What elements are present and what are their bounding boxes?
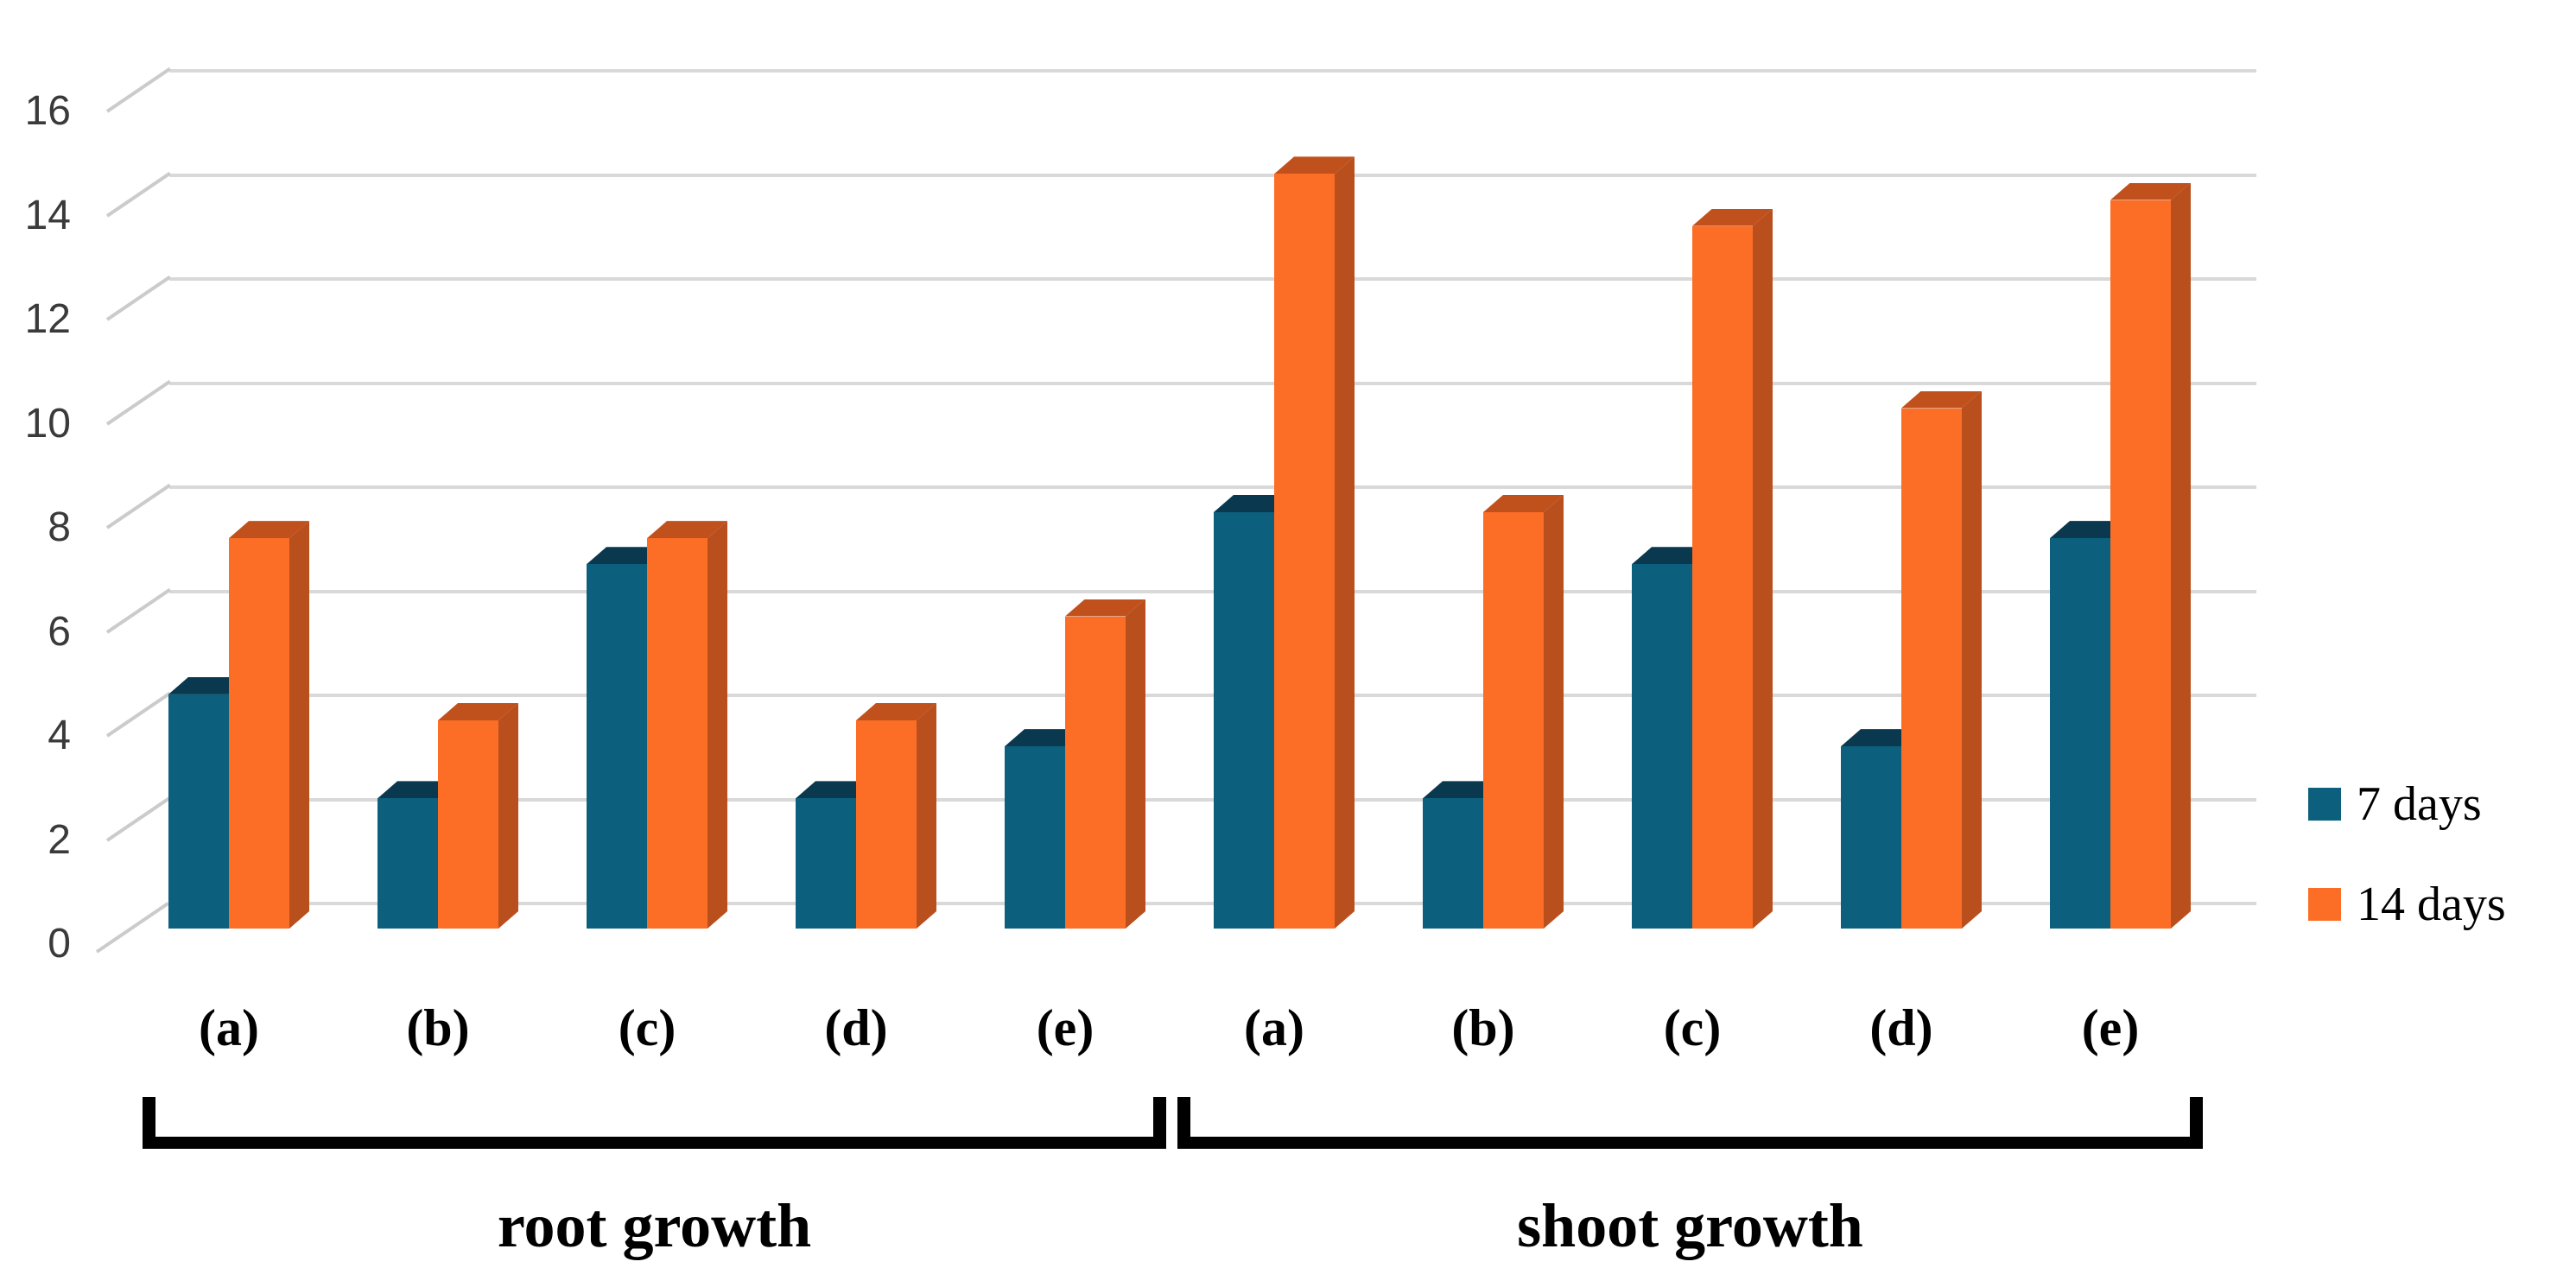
bar-root-d-7days-top-face: [796, 781, 876, 799]
bar-root-d-14days-front-face: [856, 720, 917, 929]
bar-shoot-c-14days-front-face: [1692, 225, 1753, 929]
gridline-y-2: [169, 797, 2256, 802]
gridline-side-segment-y-6: [105, 587, 171, 634]
bar-shoot-c-7days-top-face: [1632, 547, 1712, 565]
gridline-side-segment-y-16: [105, 67, 171, 113]
bar-root-c-14days-top-face: [647, 521, 727, 539]
gridline-y-4: [169, 694, 2256, 697]
gridline-y-0: [169, 902, 2256, 905]
bar-shoot-d-14days-side-face: [1962, 390, 1982, 929]
bar-shoot-e-14days-side-face: [2171, 182, 2191, 929]
category-label-root-e: (e): [1036, 999, 1094, 1056]
bar-shoot-c-14days-top-face: [1692, 208, 1773, 226]
legend-label-7-days: 7 days: [2357, 777, 2482, 831]
gridline-side-segment-y-8: [105, 483, 171, 529]
bar-root-a-14days-side-face: [289, 521, 309, 929]
bar-root-d-14days-top-face: [856, 703, 936, 720]
bar-shoot-c-7days-front-face: [1632, 564, 1692, 929]
bar-root-a-14days-top-face: [229, 521, 309, 539]
bar-shoot-a-14days-front-face: [1274, 174, 1335, 929]
y-axis-label-6: 6: [48, 608, 71, 655]
y-axis-label-8: 8: [48, 504, 71, 550]
y-axis-label-14: 14: [24, 192, 71, 238]
gridline-side-segment-y-2: [105, 796, 171, 842]
root-growth-bracket: [143, 1097, 1166, 1149]
bar-shoot-b-14days-top-face: [1483, 495, 1564, 512]
bar-root-b-7days-top-face: [378, 781, 458, 799]
category-label-shoot-d: (d): [1869, 999, 1933, 1056]
category-label-shoot-c: (c): [1663, 999, 1722, 1056]
legend: 7 days 14 days: [2300, 777, 2576, 978]
bar-root-c-7days-front-face: [587, 564, 647, 929]
bar-shoot-c-14days-side-face: [1753, 208, 1773, 929]
legend-swatch-14-days-icon: [2308, 888, 2341, 921]
bar-shoot-e-7days-front-face: [2050, 538, 2110, 929]
bar-root-c-14days-front-face: [647, 538, 707, 929]
gridline-side-segment-y-4: [105, 691, 171, 738]
bar-shoot-e-14days-front-face: [2110, 200, 2171, 929]
legend-item-14-days: 14 days: [2300, 878, 2576, 931]
bar-shoot-b-7days-front-face: [1423, 798, 1483, 929]
bar-root-e-14days-side-face: [1126, 599, 1145, 929]
bar-shoot-a-14days-side-face: [1335, 156, 1355, 929]
shoot-growth-bracket: [1177, 1097, 2203, 1149]
bar-shoot-a-7days-top-face: [1214, 495, 1294, 512]
bar-root-c-7days-top-face: [587, 547, 667, 565]
bar-shoot-d-14days-top-face: [1901, 390, 1982, 409]
gridline-y-16: [169, 69, 2256, 73]
bar-root-e-7days-front-face: [1005, 746, 1065, 929]
y-axis-label-0: 0: [48, 921, 71, 967]
bar-shoot-d-7days-top-face: [1841, 729, 1921, 747]
bar-root-b-14days-front-face: [438, 720, 498, 929]
bar-root-e-7days-top-face: [1005, 729, 1085, 747]
bar-shoot-d-14days-front-face: [1901, 408, 1962, 929]
bar-root-a-7days-top-face: [168, 676, 249, 694]
gridline-y-12: [169, 277, 2256, 281]
bar-root-e-14days-front-face: [1065, 616, 1126, 929]
category-label-root-a: (a): [199, 999, 259, 1056]
gridline-side-segment-y-0: [95, 902, 169, 954]
bar-shoot-d-7days-front-face: [1841, 746, 1901, 929]
bar-root-e-14days-top-face: [1065, 599, 1145, 617]
category-label-root-b: (b): [406, 999, 470, 1056]
legend-label-14-days: 14 days: [2357, 878, 2506, 931]
bar-root-b-14days-top-face: [438, 703, 518, 720]
category-label-root-c: (c): [618, 999, 676, 1056]
bar-shoot-b-14days-front-face: [1483, 512, 1544, 929]
bar-root-b-7days-front-face: [378, 798, 438, 929]
bar-root-d-7days-front-face: [796, 798, 856, 929]
gridline-side-segment-y-14: [105, 171, 171, 218]
bar-shoot-e-7days-top-face: [2050, 521, 2130, 539]
category-label-shoot-b: (b): [1451, 999, 1515, 1056]
gridline-side-segment-y-10: [105, 379, 171, 426]
gridline-side-segment-y-12: [105, 275, 171, 321]
y-axis-label-12: 12: [24, 296, 71, 342]
bar-shoot-a-7days-front-face: [1214, 512, 1274, 929]
gridline-y-14: [169, 173, 2256, 177]
legend-swatch-7-days-icon: [2308, 788, 2341, 821]
y-axis-label-10: 10: [24, 400, 71, 447]
bar-root-a-14days-front-face: [229, 538, 289, 929]
y-axis-label-2: 2: [48, 816, 71, 863]
bar-root-d-14days-side-face: [917, 703, 936, 929]
category-label-shoot-e: (e): [2081, 999, 2140, 1056]
bar-shoot-b-14days-side-face: [1544, 495, 1564, 929]
y-axis-label-16: 16: [24, 88, 71, 134]
bar-shoot-a-14days-top-face: [1274, 156, 1355, 174]
root-growth-section-label: root growth: [497, 1191, 812, 1260]
y-axis-label-4: 4: [48, 713, 71, 758]
legend-item-7-days: 7 days: [2300, 777, 2576, 831]
bar-shoot-b-7days-top-face: [1423, 781, 1503, 799]
bar-shoot-e-14days-top-face: [2110, 182, 2191, 200]
bar-root-a-7days-front-face: [168, 694, 229, 929]
bar-root-b-14days-side-face: [498, 703, 518, 929]
bar-root-c-14days-side-face: [707, 521, 727, 929]
category-label-root-d: (d): [824, 999, 888, 1056]
gridline-y-10: [169, 381, 2256, 385]
gridline-y-6: [169, 589, 2256, 593]
shoot-growth-section-label: shoot growth: [1517, 1191, 1863, 1260]
category-label-shoot-a: (a): [1244, 999, 1304, 1056]
gridline-y-8: [169, 485, 2256, 489]
